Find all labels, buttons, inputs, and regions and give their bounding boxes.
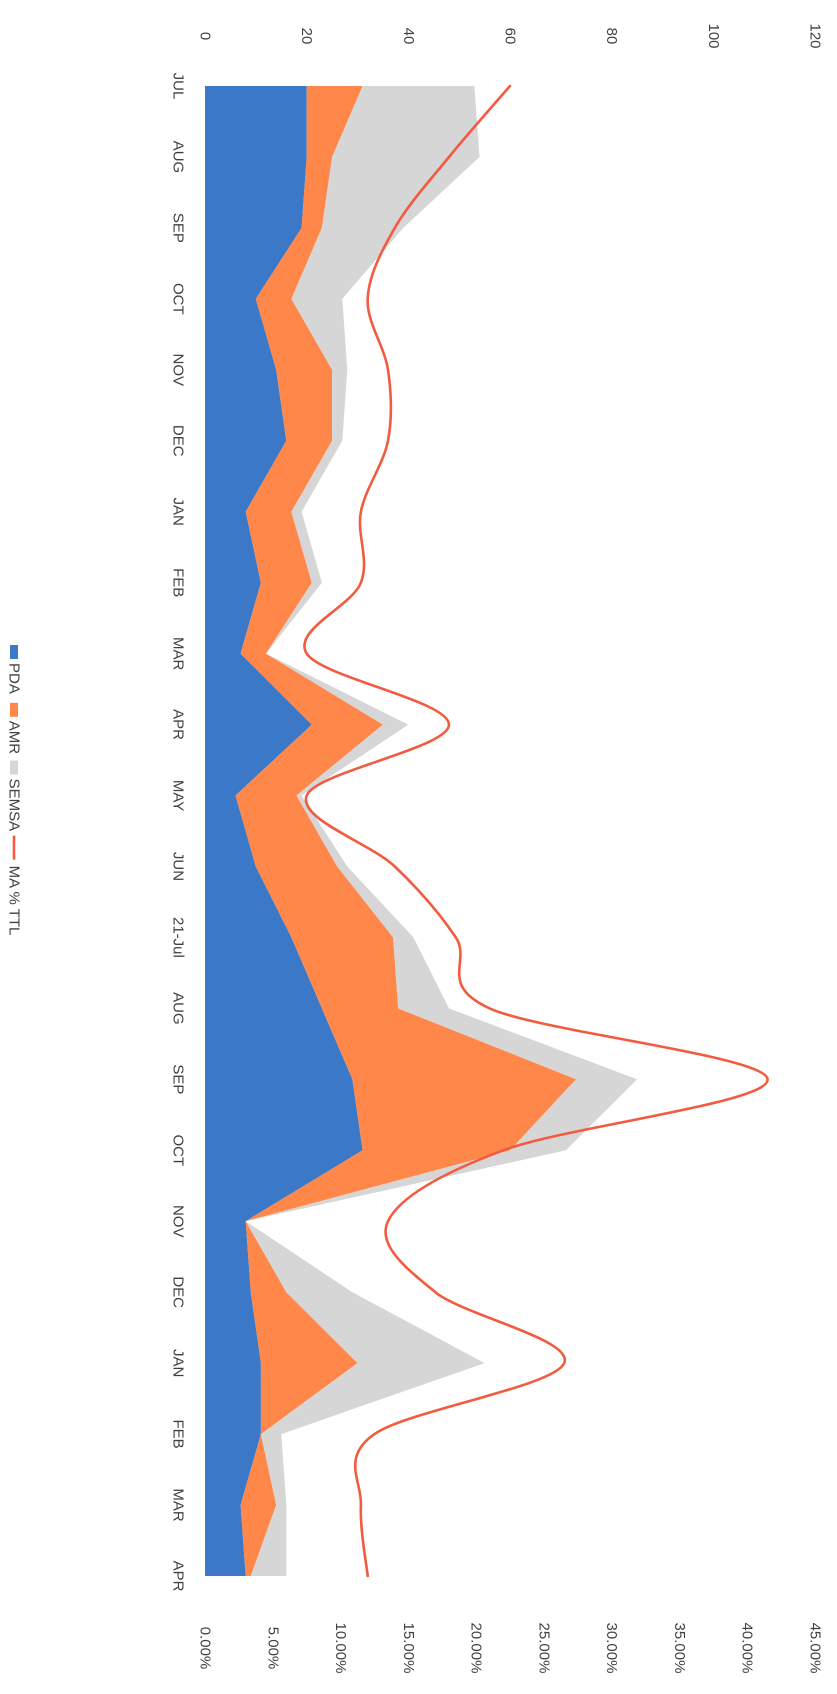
right-tick-label: 35.00% bbox=[671, 1623, 688, 1674]
right-tick-label: 45.00% bbox=[807, 1623, 824, 1674]
area-semsa bbox=[245, 86, 638, 1576]
category-tick-label: JAN bbox=[170, 1349, 187, 1377]
category-tick-label: JAN bbox=[170, 498, 187, 526]
category-tick-label: JUN bbox=[170, 852, 187, 881]
legend-item-ma-ttl: MA % TTL bbox=[6, 835, 23, 936]
category-tick-label: OCT bbox=[170, 1134, 187, 1166]
left-tick-label: 20 bbox=[298, 28, 315, 45]
category-tick-label: AUG bbox=[170, 992, 187, 1025]
legend-label-amr: AMR bbox=[6, 721, 23, 755]
category-tick-label: DEC bbox=[170, 1276, 187, 1308]
category-tick-label: SEP bbox=[170, 213, 187, 243]
category-axis-ticks: JUL AUG SEP OCT NOV DEC JAN FEB MAR APR MAY JUN 21-J… bbox=[170, 73, 187, 1592]
category-tick-label: FEB bbox=[170, 568, 187, 597]
category-tick-label: APR bbox=[170, 709, 187, 740]
legend: PDA AMR SEMSA MA % TTL bbox=[6, 645, 23, 935]
right-tick-label: 40.00% bbox=[739, 1623, 756, 1674]
legend-swatch-pda bbox=[10, 645, 18, 659]
right-tick-label: 5.00% bbox=[264, 1627, 281, 1670]
ma-line-layer bbox=[303, 84, 769, 1578]
right-tick-label: 10.00% bbox=[332, 1623, 349, 1674]
left-axis-ticks: 0 20 40 60 80 100 120 bbox=[197, 23, 824, 48]
legend-swatch-amr bbox=[10, 702, 18, 717]
left-tick-label: 120 bbox=[807, 23, 824, 48]
legend-item-semsa: SEMSA bbox=[6, 760, 23, 832]
category-tick-label: NOV bbox=[170, 1205, 187, 1238]
right-tick-label: 25.00% bbox=[535, 1623, 552, 1674]
right-tick-label: 15.00% bbox=[400, 1623, 417, 1674]
category-tick-label: 21-Jul bbox=[170, 917, 187, 958]
left-tick-label: 80 bbox=[603, 28, 620, 45]
legend-label-ma-ttl: MA % TTL bbox=[6, 866, 23, 936]
category-tick-label: SEP bbox=[170, 1064, 187, 1094]
left-tick-label: 60 bbox=[502, 28, 519, 45]
category-tick-label: MAY bbox=[170, 780, 187, 811]
category-tick-label: APR bbox=[170, 1561, 187, 1592]
right-tick-label: 20.00% bbox=[468, 1623, 485, 1674]
right-tick-label: 0.00% bbox=[197, 1627, 214, 1670]
left-tick-label: 0 bbox=[197, 32, 214, 40]
category-tick-label: MAR bbox=[170, 637, 187, 671]
right-axis-ticks: 0.00% 5.00% 10.00% 15.00% 20.00% 25.00% 30.00%… bbox=[197, 1623, 824, 1674]
line-ma-ttl bbox=[303, 84, 769, 1578]
category-tick-label: FEB bbox=[170, 1420, 187, 1449]
legend-item-pda: PDA bbox=[6, 645, 23, 694]
right-tick-label: 30.00% bbox=[603, 1623, 620, 1674]
area-pda bbox=[205, 86, 363, 1576]
category-tick-label: OCT bbox=[170, 283, 187, 315]
category-tick-label: JUL bbox=[170, 73, 187, 100]
left-tick-label: 100 bbox=[705, 23, 722, 48]
category-tick-label: NOV bbox=[170, 354, 187, 387]
legend-label-semsa: SEMSA bbox=[6, 779, 23, 832]
area-amr bbox=[235, 86, 577, 1576]
category-tick-label: AUG bbox=[170, 141, 187, 174]
category-tick-label: MAR bbox=[170, 1488, 187, 1522]
category-tick-label: DEC bbox=[170, 425, 187, 457]
legend-item-amr: AMR bbox=[6, 702, 23, 755]
plot-area bbox=[205, 86, 638, 1576]
left-tick-label: 40 bbox=[400, 28, 417, 45]
legend-swatch-semsa bbox=[10, 760, 18, 775]
legend-label-pda: PDA bbox=[6, 663, 23, 694]
